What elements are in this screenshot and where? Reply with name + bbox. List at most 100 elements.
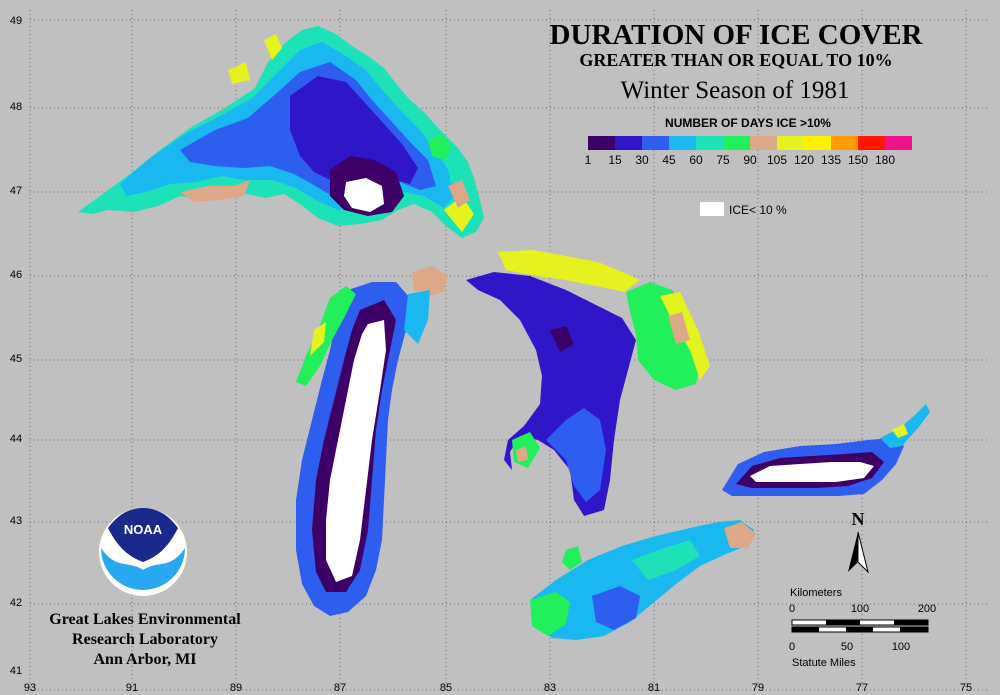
legend-tick: 180 xyxy=(875,153,895,167)
lake-michigan xyxy=(296,266,448,616)
ontario-east-cyan xyxy=(880,404,930,448)
north-arrow-right xyxy=(857,531,869,574)
noaa-logo-text: NOAA xyxy=(124,522,163,537)
erie-center-blue xyxy=(592,586,640,630)
latitude-labels: 49 48 47 46 45 44 43 42 41 xyxy=(10,15,22,677)
ontario-ice-free-zone xyxy=(750,462,874,482)
lake-ontario xyxy=(722,404,930,496)
legend-swatch xyxy=(750,136,777,150)
latitude-label: 41 xyxy=(10,665,22,677)
legend-swatch xyxy=(696,136,723,150)
longitude-label: 81 xyxy=(648,682,660,694)
longitude-label: 91 xyxy=(126,682,138,694)
credit-line-3: Ann Arbor, MI xyxy=(94,651,197,668)
green-bay-yellow xyxy=(310,322,326,356)
lake-huron-outline xyxy=(466,272,636,516)
latitude-label: 49 xyxy=(10,15,22,27)
superior-ice-free-zone xyxy=(344,178,384,212)
legend-tick: 60 xyxy=(689,153,703,167)
legend-swatch xyxy=(831,136,858,150)
green-bay xyxy=(296,286,356,386)
legend-swatch xyxy=(858,136,885,150)
noaa-logo: NOAA xyxy=(99,508,187,596)
season-label: Winter Season of 1981 xyxy=(621,77,850,104)
longitude-label: 77 xyxy=(856,682,868,694)
lake-huron xyxy=(466,250,710,516)
legend-tick: 1 xyxy=(585,153,592,167)
huron-purple-spot xyxy=(550,326,574,352)
legend-swatch xyxy=(615,136,642,150)
superior-tan-shore xyxy=(180,180,250,202)
georgian-bay-tan xyxy=(668,312,690,344)
legend-swatch xyxy=(588,136,615,150)
superior-tan-east xyxy=(448,180,470,208)
superior-yellow-shore xyxy=(228,34,474,232)
erie-west-green xyxy=(530,592,570,636)
legend-tick: 120 xyxy=(794,153,814,167)
legend-color-bar xyxy=(588,136,912,150)
lake-nipigon-area xyxy=(428,134,452,160)
longitude-label: 89 xyxy=(230,682,242,694)
longitude-labels: 93 91 89 87 85 83 81 79 77 75 xyxy=(24,682,972,694)
scale-km-tick-1: 100 xyxy=(851,603,869,615)
legend-title: NUMBER OF DAYS ICE >10% xyxy=(665,116,831,130)
scale-bar: Kilometers 0 100 200 0 50 100 Statute Mi… xyxy=(789,587,936,669)
noaa-logo-water xyxy=(101,548,185,590)
legend-tick: 90 xyxy=(743,153,757,167)
map-title: DURATION OF ICE COVER xyxy=(550,19,924,51)
map-subtitle: GREATER THAN OR EQUAL TO 10% xyxy=(579,50,892,70)
legend-tick: 30 xyxy=(635,153,649,167)
lake-erie-outline xyxy=(530,520,754,640)
longitude-label: 83 xyxy=(544,682,556,694)
saginaw-tan xyxy=(516,446,528,462)
graticule-grid xyxy=(29,10,990,691)
latitude-label: 48 xyxy=(10,101,22,113)
ice-free-label: ICE< 10 % xyxy=(729,203,787,217)
legend-tick: 105 xyxy=(767,153,787,167)
scale-mi-segment xyxy=(846,627,873,632)
longitude-label: 85 xyxy=(440,682,452,694)
legend-swatch xyxy=(642,136,669,150)
legend-swatch xyxy=(804,136,831,150)
latitude-label: 47 xyxy=(10,185,22,197)
legend-swatch xyxy=(885,136,912,150)
credit-line-1: Great Lakes Environmental xyxy=(49,611,241,628)
michigan-north-shore xyxy=(412,266,448,296)
latitude-label: 44 xyxy=(10,433,22,445)
longitude-label: 79 xyxy=(752,682,764,694)
lake-erie xyxy=(530,520,756,640)
scale-km-segment xyxy=(894,620,928,625)
michigan-north-cyan xyxy=(404,290,430,344)
erie-east-tan xyxy=(724,522,756,548)
latitude-label: 43 xyxy=(10,515,22,527)
scale-mi-segment xyxy=(792,627,819,632)
longitude-label: 87 xyxy=(334,682,346,694)
latitude-label: 45 xyxy=(10,353,22,365)
michigan-ice-free-zone xyxy=(326,320,386,582)
legend-swatch xyxy=(723,136,750,150)
scale-km-label: Kilometers xyxy=(790,587,842,599)
scale-mi-segment xyxy=(900,627,928,632)
north-arrow-left xyxy=(848,532,858,572)
legend-swatch xyxy=(777,136,804,150)
latitude-label: 46 xyxy=(10,269,22,281)
lake-st-clair xyxy=(562,546,582,570)
longitude-label: 75 xyxy=(960,682,972,694)
credit-line-2: Research Laboratory xyxy=(72,631,218,648)
erie-central-green xyxy=(632,540,700,580)
scale-km-segment xyxy=(826,620,860,625)
scale-km-tick-0: 0 xyxy=(789,603,795,615)
scale-mi-tick-0: 0 xyxy=(789,641,795,653)
legend-tick: 45 xyxy=(662,153,676,167)
scale-mi-tick-1: 50 xyxy=(841,641,853,653)
lake-superior xyxy=(78,26,484,238)
huron-blue-zone xyxy=(546,408,606,502)
scale-mi-tick-2: 100 xyxy=(892,641,910,653)
scale-km-tick-2: 200 xyxy=(918,603,936,615)
legend-swatch xyxy=(669,136,696,150)
legend-tick-labels: 1 15 30 45 60 75 90 105 120 135 150 180 xyxy=(585,153,896,167)
north-channel xyxy=(498,250,640,292)
legend-tick: 75 xyxy=(716,153,730,167)
